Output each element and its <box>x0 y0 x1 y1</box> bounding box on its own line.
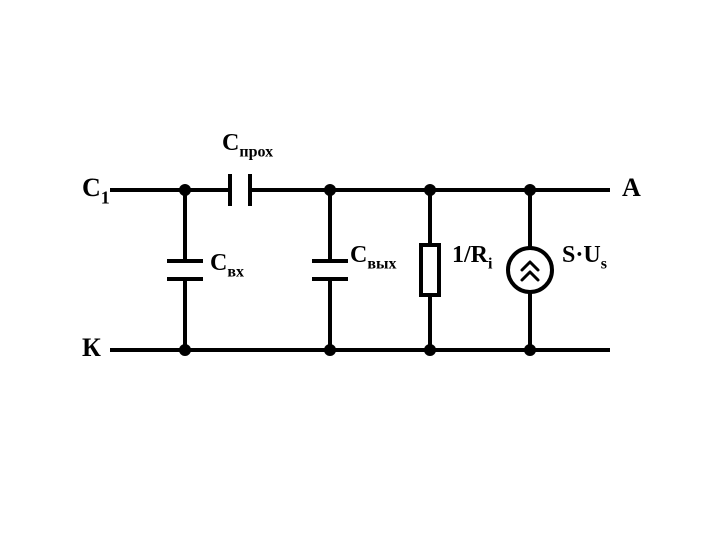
node <box>524 184 536 196</box>
label-c-vkh: Свх <box>210 250 244 281</box>
node <box>324 184 336 196</box>
label-c-prokh: Спрох <box>222 130 273 161</box>
label-s-us: S·Us <box>562 242 607 273</box>
node <box>424 184 436 196</box>
node <box>324 344 336 356</box>
label-a: А <box>622 173 641 202</box>
node <box>179 344 191 356</box>
label-c-vykh: Свых <box>350 242 396 273</box>
label-r-i: 1/Ri <box>452 242 493 273</box>
current-source-body <box>508 248 552 292</box>
node <box>524 344 536 356</box>
node <box>179 184 191 196</box>
label-k: К <box>82 333 101 362</box>
node <box>424 344 436 356</box>
label-c1: С1 <box>82 173 110 207</box>
resistor-output-body <box>421 245 439 295</box>
